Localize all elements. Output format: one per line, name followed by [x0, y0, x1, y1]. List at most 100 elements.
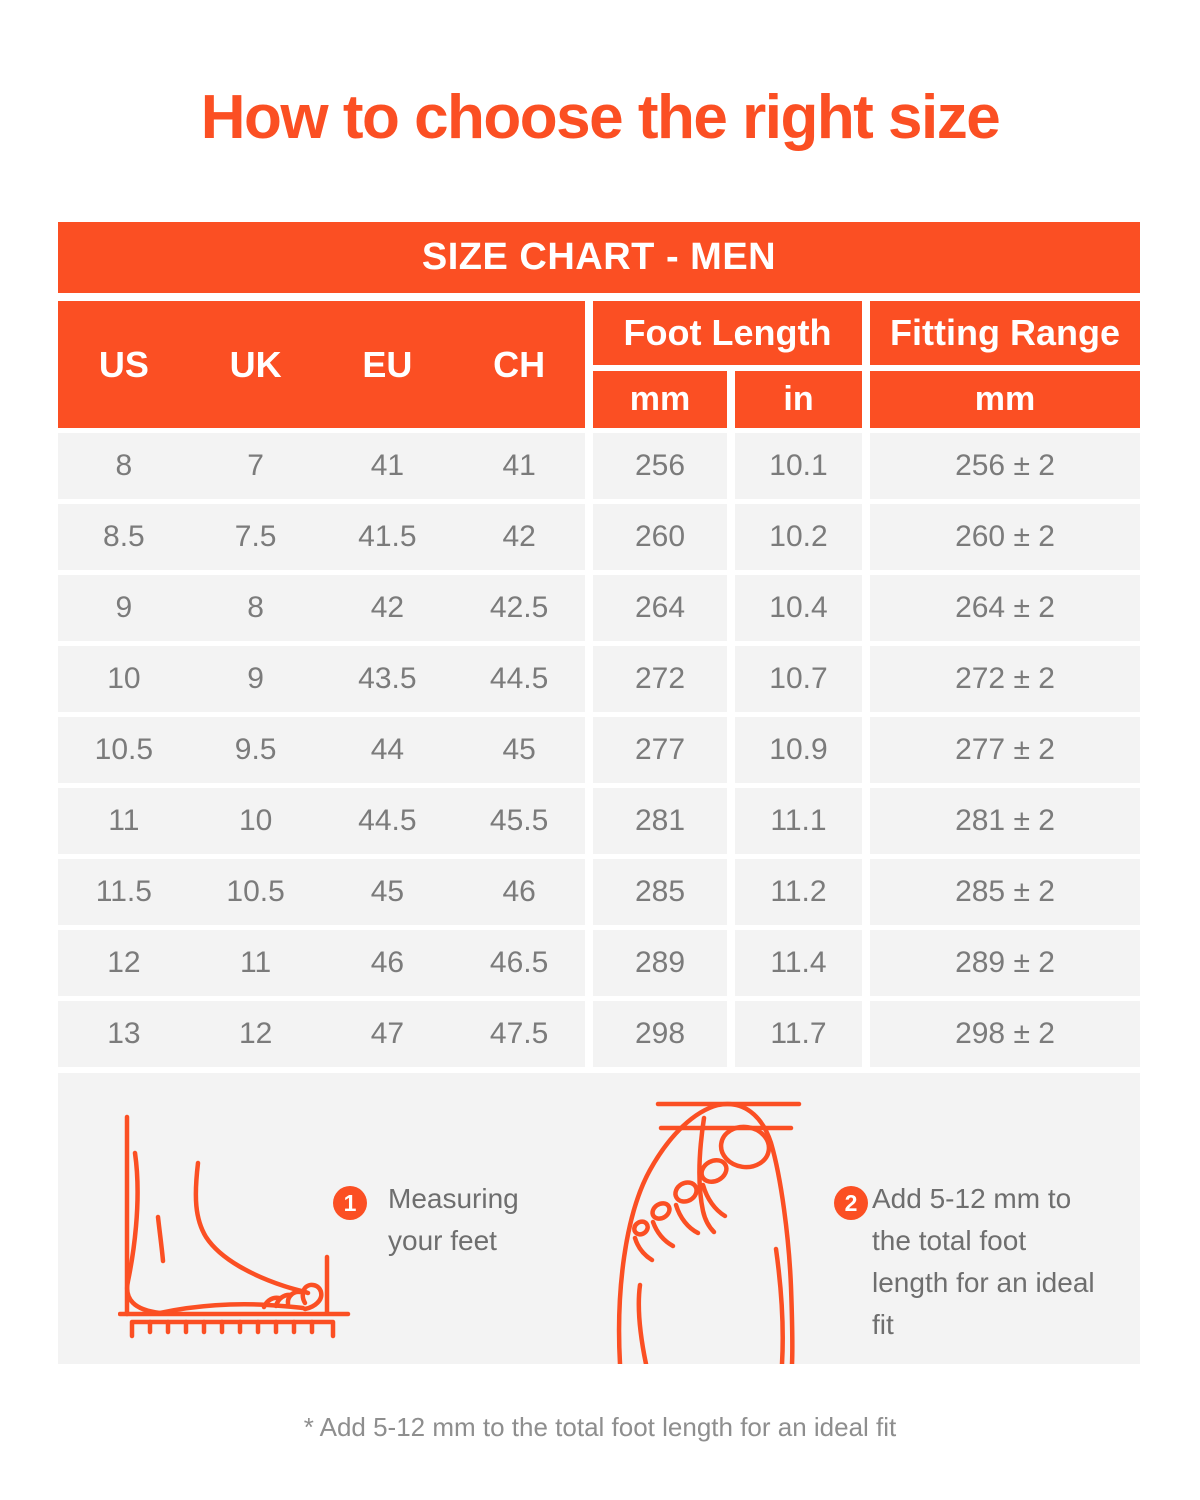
toe-detail-3	[261, 1295, 282, 1310]
step-2-badge: 2	[834, 1186, 868, 1220]
step-1-badge: 1	[333, 1186, 367, 1220]
table-row: 8.5 7.5 41.5 42 260 10.2 260 ± 2	[58, 504, 1140, 570]
ch-size-value: 47.5	[489, 1017, 549, 1050]
foot-length-mm-value: 277	[593, 717, 727, 783]
heel-outline	[124, 1150, 163, 1316]
fitting-range-value: 298 ± 2	[870, 1001, 1140, 1067]
fitting-range-value: 260 ± 2	[870, 504, 1140, 570]
table-row: 11.5 10.5 45 46 285 11.2 285 ± 2	[58, 859, 1140, 925]
us-size-value: 8.5	[103, 520, 145, 553]
subheader-fitting-range-mm: mm	[870, 371, 1140, 428]
table-body: 8 7 41 41 256 10.1 256 ± 2 8.5 7.5 41.5 …	[58, 433, 1140, 1067]
inner-ankle-line-left	[636, 1282, 649, 1364]
size-values-cell: 10 9 43.5 44.5	[58, 646, 585, 712]
table-row: 9 8 42 42.5 264 10.4 264 ± 2	[58, 575, 1140, 641]
inner-ankle-line-right	[773, 1246, 785, 1364]
toe-crease-4	[650, 1219, 676, 1249]
table-row: 11 10 44.5 45.5 281 11.1 281 ± 2	[58, 788, 1140, 854]
uk-size-value: 12	[238, 1017, 273, 1050]
fitting-range-value: 272 ± 2	[870, 646, 1140, 712]
col-header-foot-length: Foot Length	[593, 301, 862, 365]
fitting-range-value: 256 ± 2	[870, 433, 1140, 499]
col-header-fitting-range: Fitting Range	[870, 301, 1140, 365]
eu-size-value: 45	[370, 875, 405, 908]
eu-size-value: 41.5	[358, 520, 417, 553]
us-size-value: 10.5	[94, 733, 154, 766]
toe-crease-3	[673, 1202, 701, 1236]
foot-length-mm-value: 289	[593, 930, 727, 996]
col-header-uk: UK	[229, 343, 282, 385]
eu-size-value: 47	[370, 1017, 405, 1050]
size-values-cell: 11 10 44.5 45.5	[58, 788, 585, 854]
fitting-range-value: 289 ± 2	[870, 930, 1140, 996]
uk-size-value: 11	[240, 946, 272, 979]
us-size-value: 12	[107, 946, 141, 979]
fitting-range-value: 277 ± 2	[870, 717, 1140, 783]
eu-size-value: 42	[370, 591, 405, 624]
step-2-text: Add 5-12 mm to the total foot length for…	[872, 1183, 1095, 1340]
big-toe-outline	[300, 1282, 324, 1312]
size-values-cell: 8 7 41 41	[58, 433, 585, 499]
foot-length-in-value: 10.7	[735, 646, 862, 712]
fitting-range-value: 281 ± 2	[870, 788, 1140, 854]
foot-length-mm-value: 256	[593, 433, 727, 499]
table-row: 8 7 41 41 256 10.1 256 ± 2	[58, 433, 1140, 499]
us-size-value: 11	[108, 804, 140, 837]
size-values-cell: 8.5 7.5 41.5 42	[58, 504, 585, 570]
uk-size-value: 7.5	[234, 520, 277, 553]
page-title: How to choose the right size	[200, 83, 1001, 152]
us-size-value: 11.5	[95, 875, 152, 908]
ruler-ticks	[147, 1319, 315, 1335]
fitting-range-value: 264 ± 2	[870, 575, 1140, 641]
foot-length-in-value: 10.9	[735, 717, 862, 783]
eu-size-value: 46	[370, 946, 405, 979]
subheader-foot-length-mm: mm	[593, 371, 727, 428]
table-row: 13 12 47 47.5 298 11.7 298 ± 2	[58, 1001, 1140, 1067]
foot-length-mm-value: 272	[593, 646, 727, 712]
col-header-us: US	[98, 343, 149, 385]
foot-outline	[616, 1101, 795, 1364]
toenail-2	[699, 1158, 729, 1184]
instep-outline	[193, 1160, 311, 1296]
ruler-line	[129, 1319, 336, 1339]
foot-length-mm-value: 260	[593, 504, 727, 570]
ch-size-value: 46.5	[489, 946, 549, 979]
ch-size-value: 42	[502, 520, 536, 553]
eu-size-value: 41	[370, 449, 405, 482]
ch-size-value: 42.5	[489, 591, 549, 624]
size-values-cell: 10.5 9.5 44 45	[58, 717, 585, 783]
ch-size-value: 45.5	[489, 804, 549, 837]
foot-length-mm-value: 264	[593, 575, 727, 641]
big-toenail	[718, 1124, 772, 1170]
sole-outline	[157, 1302, 306, 1316]
ch-size-value: 44.5	[489, 662, 549, 695]
size-values-cell: 11.5 10.5 45 46	[58, 859, 585, 925]
us-size-value: 10	[107, 662, 141, 695]
table-row: 10.5 9.5 44 45 277 10.9 277 ± 2	[58, 717, 1140, 783]
toenail-3	[673, 1180, 699, 1204]
ankle-accent-line	[155, 1214, 166, 1264]
uk-size-value: 9.5	[234, 733, 277, 766]
eu-size-value: 44.5	[358, 804, 417, 837]
uk-size-value: 10.5	[226, 875, 285, 908]
col-header-ch: CH	[493, 343, 546, 385]
fitting-range-value: 285 ± 2	[870, 859, 1140, 925]
size-systems-header-cell: US UK EU CH	[58, 301, 585, 428]
foot-top-measure-illustration	[616, 1101, 802, 1364]
ch-size-value: 46	[502, 875, 536, 908]
ch-size-value: 45	[502, 733, 536, 766]
step-1-text: Measuring your feet	[388, 1183, 519, 1256]
foot-length-in-value: 10.1	[735, 433, 862, 499]
size-values-cell: 9 8 42 42.5	[58, 575, 585, 641]
uk-size-value: 10	[238, 804, 273, 837]
size-values-cell: 12 11 46 46.5	[58, 930, 585, 996]
uk-size-value: 9	[247, 662, 264, 695]
instructions-panel: 1 Measuring your feet 2 Add 5-12 mm to t…	[58, 1073, 1140, 1364]
us-size-value: 13	[107, 1017, 141, 1050]
foot-length-in-value: 11.7	[735, 1001, 862, 1067]
table-banner: SIZE CHART - MEN	[58, 222, 1140, 293]
foot-length-in-value: 11.4	[735, 930, 862, 996]
us-size-value: 9	[115, 591, 133, 624]
size-values-cell: 13 12 47 47.5	[58, 1001, 585, 1067]
